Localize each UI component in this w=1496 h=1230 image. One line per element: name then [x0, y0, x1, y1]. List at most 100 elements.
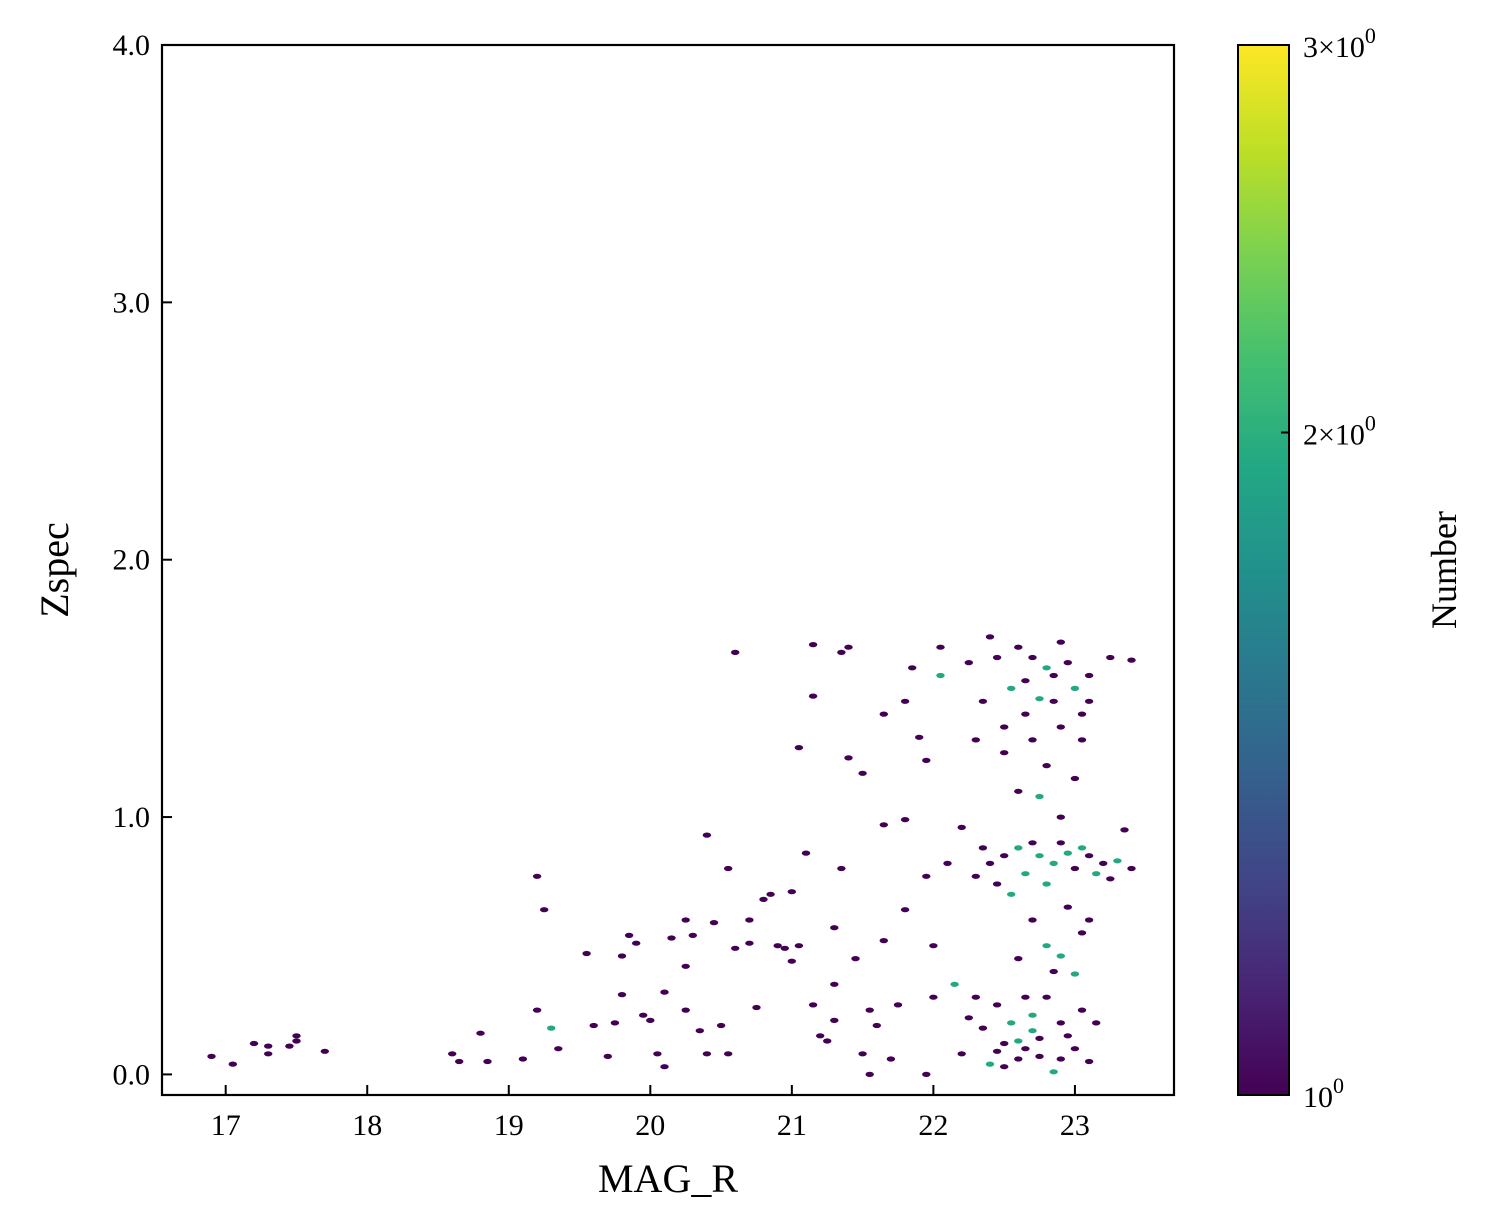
hexbin-cell: [978, 1025, 988, 1031]
x-tick-label: 17: [211, 1109, 241, 1142]
hexbin-cell: [532, 1007, 542, 1013]
hexbin-cell: [1063, 1033, 1073, 1039]
hexbin-cell: [667, 935, 676, 941]
hexbin-cell: [872, 1022, 881, 1029]
hexbin-cell: [1049, 968, 1058, 975]
x-axis-label: MAG_R: [598, 1156, 738, 1201]
hexbin-cell: [837, 649, 846, 656]
hexbin-cell: [1028, 840, 1037, 846]
hexbin-cell: [830, 925, 839, 931]
hexbin-cell: [943, 860, 952, 867]
x-tick-label: 19: [494, 1109, 524, 1142]
hexbin-cell: [929, 994, 938, 1000]
hexbin-cell: [816, 1033, 825, 1039]
hexbin-cell: [1063, 850, 1073, 856]
hexbin-cell: [837, 865, 846, 872]
colorbar-ticks: 100 2×100 3×100: [1281, 23, 1376, 1114]
hexbin-cell: [936, 644, 945, 650]
hexbin-cell: [1000, 724, 1009, 730]
hexbin-cell: [964, 660, 973, 666]
hexbin-cell: [1000, 1064, 1009, 1070]
hexbin-cell: [1056, 1020, 1066, 1026]
x-tick-label: 22: [918, 1109, 948, 1142]
hexbin-cell: [1021, 1046, 1030, 1052]
hexbin-cell: [1035, 696, 1044, 702]
hexbin-cell: [624, 932, 634, 939]
hexbin-cell: [1028, 1028, 1037, 1034]
hexbin-cell: [745, 940, 754, 946]
hexbin-cell: [1042, 994, 1051, 1000]
hexbin-cell: [1042, 665, 1051, 671]
hexbin-cell: [1070, 1046, 1080, 1052]
hexbin-cell: [1021, 678, 1030, 684]
x-tick-label: 20: [635, 1109, 665, 1142]
y-tick-label: 4.0: [113, 29, 151, 62]
hexbin-cell: [1084, 917, 1094, 923]
hexbin-cell: [922, 757, 931, 764]
hexbin-cell: [971, 737, 980, 743]
x-tick-label: 21: [777, 1109, 807, 1142]
hexbin-cell: [603, 1053, 612, 1059]
hexbin-cell: [1063, 904, 1073, 910]
hexbin-cell: [476, 1030, 485, 1036]
hexbin-cell: [1063, 660, 1073, 666]
y-axis-label: Zspec: [32, 522, 77, 618]
hexbin-cell: [1070, 865, 1080, 872]
hexbin-cell: [724, 1051, 733, 1057]
hexbin-cells: [207, 634, 1136, 1077]
hexbin-cell: [639, 1012, 648, 1018]
hexbin-cell: [844, 644, 853, 650]
hexbin-cell: [745, 917, 754, 923]
hexbin-cell: [1084, 698, 1094, 704]
hexbin-cell: [1035, 1035, 1044, 1041]
hexbin-cell: [1056, 1056, 1066, 1062]
x-tick-label: 23: [1060, 1109, 1090, 1142]
hexbin-cell: [1000, 750, 1009, 756]
hexbin-cell: [893, 1002, 903, 1008]
hexbin-cell: [695, 1028, 704, 1034]
colorbar: 100 2×100 3×100 Number: [1237, 23, 1464, 1114]
hexbin-cell: [1099, 860, 1108, 867]
hexbin-cell: [249, 1040, 259, 1047]
hexbin-cell: [1049, 698, 1058, 704]
hexbin-cell: [660, 989, 669, 995]
hexbin-cell: [681, 917, 690, 923]
hexbin-cell: [1106, 876, 1115, 882]
hexbin-cell: [1014, 845, 1023, 851]
hexbin-cell: [985, 1061, 995, 1067]
hexbin-cell: [1084, 853, 1094, 859]
hexbin-cell: [808, 1002, 818, 1008]
hexbin-cell: [554, 1046, 563, 1052]
hexbin-cell: [1049, 672, 1058, 679]
hexbin-cell: [1007, 685, 1016, 692]
hexbin-cell: [660, 1064, 669, 1070]
hexbin-cell: [773, 943, 782, 949]
colorbar-tick-label: 100: [1303, 1073, 1344, 1114]
hexbin-cell: [823, 1038, 832, 1044]
colorbar-gradient: [1237, 44, 1290, 1096]
hexbin-cell: [900, 907, 910, 913]
hexbin-cell: [582, 950, 591, 957]
hexbin-cell: [929, 943, 938, 949]
hexbin-cell: [1070, 685, 1080, 692]
hexbin-cell: [900, 817, 910, 823]
y-axis: 0.0 1.0 2.0 3.0 4.0: [113, 29, 172, 1091]
hexbin-cell: [752, 1004, 761, 1011]
hexbin-cell: [992, 1048, 1002, 1054]
hexbin-cell: [547, 1025, 556, 1031]
hexbin-cell: [731, 945, 740, 951]
hexbin-cell: [617, 992, 627, 998]
hexbin-cell: [1092, 1020, 1101, 1026]
hexbin-cell: [646, 1017, 655, 1024]
hexbin-cell: [518, 1056, 528, 1062]
hexbin-cell: [1042, 763, 1051, 769]
hexbin-cell: [1077, 845, 1087, 851]
hexbin-cell: [900, 698, 910, 704]
hexbin-cell: [681, 1007, 690, 1013]
hexbin-cell: [1021, 871, 1030, 877]
hexbin-cell: [617, 953, 627, 959]
hexbin-cell: [1007, 1020, 1016, 1026]
hexbin-cell: [787, 889, 796, 895]
hexbin-cell: [1028, 654, 1037, 661]
